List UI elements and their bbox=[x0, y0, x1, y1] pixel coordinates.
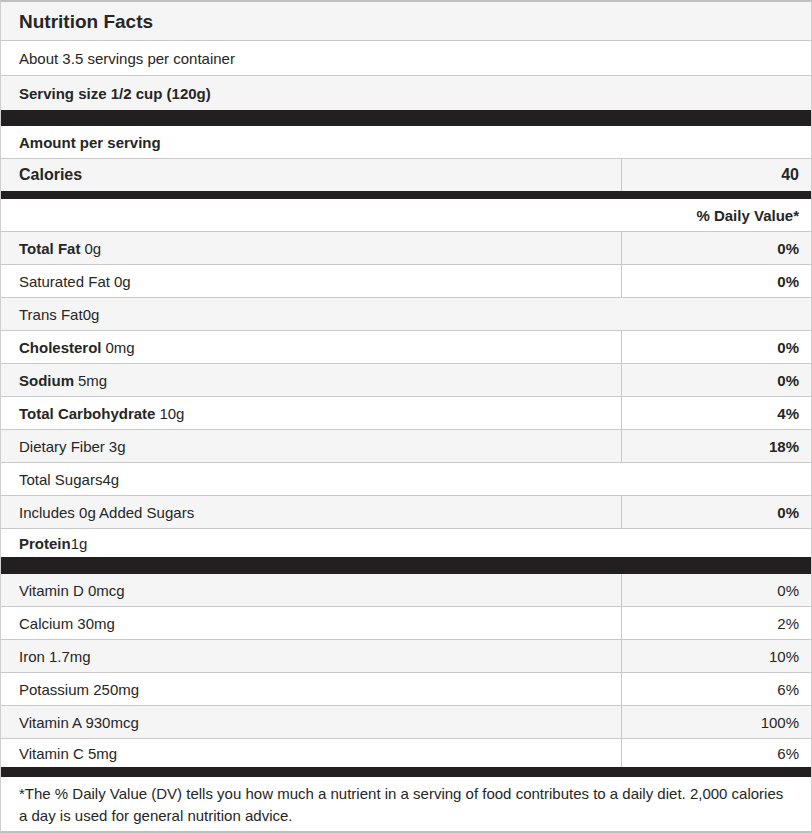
nutrient-name-text: Saturated Fat bbox=[19, 273, 110, 290]
nutrient-row-name: Total Sugars4g bbox=[1, 463, 811, 495]
nutrient-row-name: Saturated Fat0g bbox=[1, 265, 621, 297]
nutrient-row: Total Sugars4g bbox=[1, 463, 811, 496]
nutrient-name-text: Cholesterol bbox=[19, 339, 102, 356]
nutrient-row: Cholesterol0mg0% bbox=[1, 331, 811, 364]
nutrient-rows: Total Fat0g0%Saturated Fat0g0%Trans Fat0… bbox=[1, 232, 811, 557]
vitamin-row-name: Iron 1.7mg bbox=[1, 640, 621, 672]
nutrient-name-text: Includes 0g Added Sugars bbox=[19, 504, 194, 521]
nutrient-row: Includes 0g Added Sugars 0% bbox=[1, 496, 811, 529]
serving-size-row: Serving size 1/2 cup (120g) bbox=[1, 76, 811, 110]
nutrient-amount-text: 4g bbox=[102, 471, 119, 488]
vitamin-row-name: Calcium 30mg bbox=[1, 607, 621, 639]
vitamin-row: Potassium 250mg 6% bbox=[1, 673, 811, 706]
nutrient-name-text: Trans Fat bbox=[19, 306, 83, 323]
nutrient-row: Total Fat0g0% bbox=[1, 232, 811, 265]
nutrient-row-name: Total Carbohydrate10g bbox=[1, 397, 621, 429]
vitamin-row-name: Vitamin A 930mcg bbox=[1, 706, 621, 738]
nutrient-amount-text: 3g bbox=[109, 438, 126, 455]
vitamin-row-daily-value: 0% bbox=[621, 574, 811, 606]
nutrient-row-daily-value: 4% bbox=[621, 397, 811, 429]
label-title: Nutrition Facts bbox=[19, 12, 153, 31]
serving-size-text: Serving size 1/2 cup (120g) bbox=[19, 85, 211, 102]
amount-per-serving-row: Amount per serving bbox=[1, 126, 811, 159]
label-title-row: Nutrition Facts bbox=[1, 2, 811, 41]
calories-label: Calories bbox=[1, 159, 621, 191]
vitamin-row-daily-value: 6% bbox=[621, 673, 811, 705]
nutrient-row-name: Protein1g bbox=[1, 529, 811, 557]
nutrient-row-name: Includes 0g Added Sugars bbox=[1, 496, 621, 528]
nutrient-name-text: Sodium bbox=[19, 372, 74, 389]
vitamin-row-name: Vitamin C 5mg bbox=[1, 739, 621, 767]
nutrient-name-text: Total Fat bbox=[19, 240, 80, 257]
vitamin-row: Iron 1.7mg 10% bbox=[1, 640, 811, 673]
vitamin-name-text: Calcium 30mg bbox=[19, 615, 115, 632]
calories-value: 40 bbox=[621, 159, 811, 191]
nutrient-amount-text: 0g bbox=[114, 273, 131, 290]
daily-value-header-text: % Daily Value* bbox=[696, 199, 811, 231]
nutrient-row: Protein1g bbox=[1, 529, 811, 557]
nutrient-row-daily-value: 18% bbox=[621, 430, 811, 462]
nutrient-row-name: Cholesterol0mg bbox=[1, 331, 621, 363]
footnote: *The % Daily Value (DV) tells you how mu… bbox=[1, 777, 811, 831]
vitamin-rows: Vitamin D 0mcg0%Calcium 30mg2%Iron 1.7mg… bbox=[1, 574, 811, 767]
vitamin-row: Calcium 30mg 2% bbox=[1, 607, 811, 640]
vitamin-row: Vitamin A 930mcg 100% bbox=[1, 706, 811, 739]
vitamin-name-text: Vitamin D 0mcg bbox=[19, 582, 125, 599]
vitamin-row-daily-value: 100% bbox=[621, 706, 811, 738]
vitamin-row: Vitamin D 0mcg 0% bbox=[1, 574, 811, 607]
nutrient-row-name: Total Fat0g bbox=[1, 232, 621, 264]
calories-row: Calories 40 bbox=[1, 159, 811, 191]
nutrient-row-name: Trans Fat0g bbox=[1, 298, 811, 330]
nutrition-facts-label: Nutrition Facts About 3.5 servings per c… bbox=[0, 0, 812, 833]
nutrient-row: Sodium5mg0% bbox=[1, 364, 811, 397]
vitamin-name-text: Iron 1.7mg bbox=[19, 648, 91, 665]
nutrient-row-daily-value: 0% bbox=[621, 265, 811, 297]
amount-per-serving-text: Amount per serving bbox=[19, 134, 161, 151]
nutrient-name-text: Total Sugars bbox=[19, 471, 102, 488]
nutrient-amount-text: 0mg bbox=[106, 339, 135, 356]
nutrient-row: Dietary Fiber3g18% bbox=[1, 430, 811, 463]
nutrient-row-daily-value: 0% bbox=[621, 331, 811, 363]
nutrient-row-daily-value: 0% bbox=[621, 232, 811, 264]
servings-per-container-row: About 3.5 servings per container bbox=[1, 41, 811, 76]
vitamin-row-name: Vitamin D 0mcg bbox=[1, 574, 621, 606]
vitamin-row: Vitamin C 5mg 6% bbox=[1, 739, 811, 767]
vitamin-name-text: Vitamin C 5mg bbox=[19, 745, 117, 762]
nutrient-row: Total Carbohydrate10g4% bbox=[1, 397, 811, 430]
vitamin-row-name: Potassium 250mg bbox=[1, 673, 621, 705]
vitamin-row-daily-value: 6% bbox=[621, 739, 811, 767]
daily-value-header-row: % Daily Value* bbox=[1, 199, 811, 232]
vitamin-row-daily-value: 10% bbox=[621, 640, 811, 672]
nutrient-row-daily-value: 0% bbox=[621, 496, 811, 528]
nutrient-amount-text: 0g bbox=[84, 240, 101, 257]
nutrient-name-text: Protein bbox=[19, 535, 71, 552]
nutrient-name-text: Total Carbohydrate bbox=[19, 405, 155, 422]
nutrient-amount-text: 0g bbox=[83, 306, 100, 323]
nutrient-amount-text: 1g bbox=[71, 535, 88, 552]
nutrient-row: Trans Fat0g bbox=[1, 298, 811, 331]
thick-separator-bar bbox=[1, 557, 811, 574]
thick-separator-bar bbox=[1, 110, 811, 126]
servings-per-container-text: About 3.5 servings per container bbox=[19, 50, 235, 67]
medium-separator-bar bbox=[1, 767, 811, 777]
nutrient-amount-text: 10g bbox=[159, 405, 184, 422]
nutrient-row: Saturated Fat0g0% bbox=[1, 265, 811, 298]
nutrient-row-name: Sodium5mg bbox=[1, 364, 621, 396]
vitamin-name-text: Vitamin A 930mcg bbox=[19, 714, 139, 731]
vitamin-row-daily-value: 2% bbox=[621, 607, 811, 639]
nutrient-amount-text: 5mg bbox=[78, 372, 107, 389]
nutrient-name-text: Dietary Fiber bbox=[19, 438, 105, 455]
nutrient-row-name: Dietary Fiber3g bbox=[1, 430, 621, 462]
medium-separator-bar bbox=[1, 191, 811, 199]
nutrient-row-daily-value: 0% bbox=[621, 364, 811, 396]
vitamin-name-text: Potassium 250mg bbox=[19, 681, 139, 698]
